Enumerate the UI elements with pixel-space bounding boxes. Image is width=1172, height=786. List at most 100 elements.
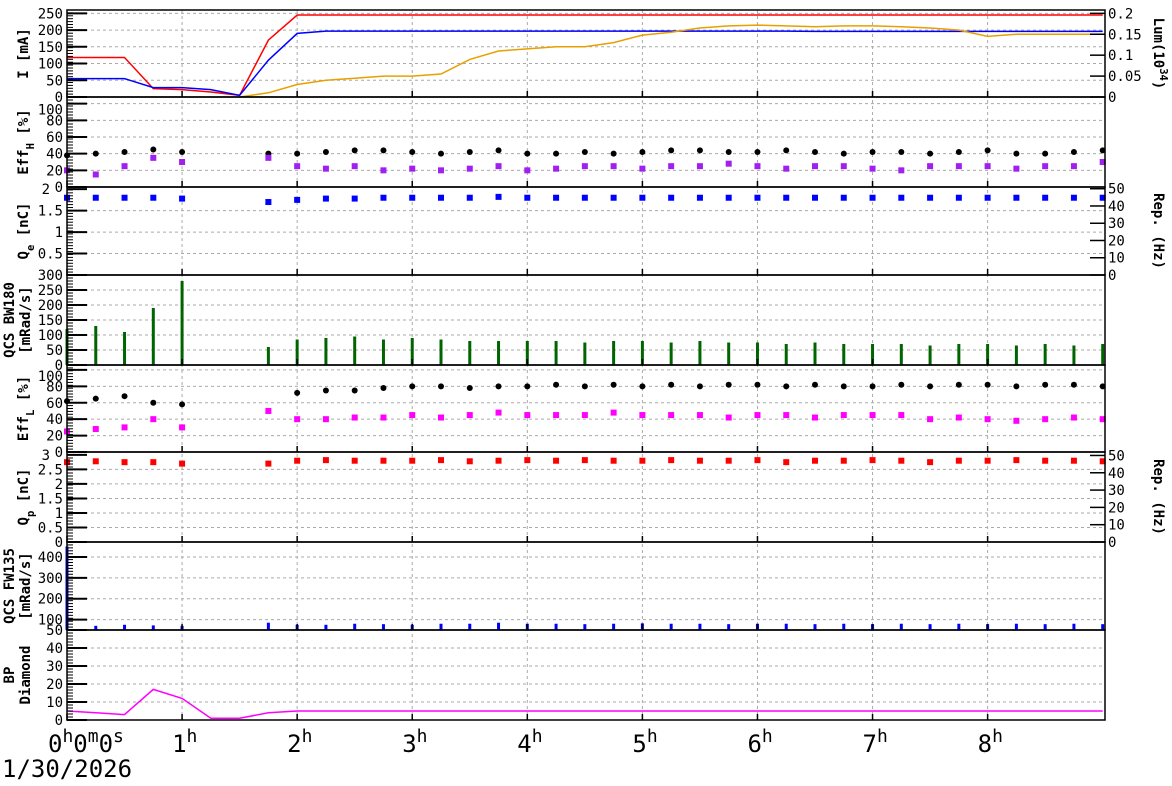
data-point xyxy=(553,412,560,419)
data-point xyxy=(639,457,646,464)
y-tick-label: 400 xyxy=(38,550,63,566)
data-point xyxy=(639,165,646,172)
data-point xyxy=(840,383,847,390)
y2-axis-label: Rep. (Hz) xyxy=(1150,193,1166,269)
date-label: 1/30/2026 xyxy=(2,755,132,782)
y-tick-label: 0 xyxy=(55,358,63,374)
data-point xyxy=(121,149,128,155)
y-axis-label: I [mA] xyxy=(16,28,32,79)
data-point xyxy=(553,457,560,464)
data-point xyxy=(840,150,847,157)
data-bar xyxy=(1101,344,1105,365)
data-point xyxy=(984,416,991,423)
data-point xyxy=(725,194,732,201)
data-point xyxy=(495,193,502,200)
data-point xyxy=(668,412,675,419)
series-line xyxy=(239,24,1103,98)
data-point xyxy=(754,149,761,155)
data-bar xyxy=(295,339,299,365)
data-bar xyxy=(554,341,558,365)
data-point xyxy=(581,412,588,419)
y-axis-label-line2: Diamond xyxy=(18,645,34,704)
data-bar xyxy=(1072,345,1076,365)
data-point xyxy=(1070,414,1077,421)
data-point xyxy=(409,194,416,201)
y-tick-label: 0 xyxy=(55,90,63,106)
data-bar xyxy=(899,344,903,365)
data-bar xyxy=(784,344,788,365)
data-point xyxy=(898,194,905,201)
data-point xyxy=(1042,194,1049,201)
data-point xyxy=(466,384,473,391)
data-point xyxy=(380,414,387,421)
data-point xyxy=(1042,416,1049,423)
data-bar xyxy=(151,308,155,365)
data-point xyxy=(380,147,387,154)
data-point xyxy=(265,199,272,206)
y-tick-label: 300 xyxy=(38,268,63,284)
data-point xyxy=(610,381,617,388)
panel-frame xyxy=(66,541,1106,631)
data-point xyxy=(783,412,790,419)
data-bar xyxy=(353,336,357,365)
data-point xyxy=(696,383,703,390)
data-point xyxy=(668,147,675,154)
data-bar xyxy=(525,341,529,365)
data-point xyxy=(984,163,991,170)
data-point xyxy=(409,383,416,390)
y-axis-label: QCS BW180 xyxy=(2,282,18,358)
data-bar xyxy=(151,625,155,630)
y-tick-label: 1.5 xyxy=(38,204,63,220)
data-point xyxy=(955,149,962,155)
y-axis-label: EffH [%] xyxy=(16,109,37,174)
data-point xyxy=(812,414,819,421)
x-tick-label: 8h xyxy=(978,726,1003,759)
data-bar xyxy=(842,344,846,365)
data-point xyxy=(696,194,703,201)
panel-frame xyxy=(66,96,1106,188)
data-point xyxy=(840,163,847,170)
data-point xyxy=(92,395,99,402)
data-point xyxy=(1070,457,1077,464)
data-point xyxy=(495,383,502,390)
data-point xyxy=(380,194,387,201)
data-point xyxy=(1099,194,1106,201)
x-tick-label: 2h xyxy=(287,726,312,759)
data-point xyxy=(696,457,703,464)
data-point xyxy=(466,165,473,172)
data-point xyxy=(581,383,588,390)
y2-tick-label: 10 xyxy=(1108,518,1125,534)
y2-tick-label: 50 xyxy=(1108,182,1125,198)
y-tick-label: 1 xyxy=(55,225,63,241)
data-point xyxy=(150,146,157,153)
data-bar xyxy=(324,338,328,365)
data-point xyxy=(1070,149,1077,155)
data-point xyxy=(495,163,502,170)
y2-tick-label: 10 xyxy=(1108,251,1125,267)
data-point xyxy=(581,194,588,201)
panel-frame xyxy=(66,364,1106,453)
series-line xyxy=(66,688,1103,719)
data-bar xyxy=(1043,344,1047,365)
y-axis-label-line2: [mRad/s] xyxy=(18,552,34,619)
panel-frame xyxy=(66,9,1106,98)
data-point xyxy=(553,381,560,388)
y-axis-label: BP xyxy=(2,667,18,684)
data-point xyxy=(121,194,128,201)
data-point xyxy=(725,414,732,421)
data-point xyxy=(294,389,301,396)
data-point xyxy=(322,165,329,172)
data-point xyxy=(495,409,502,416)
data-point xyxy=(898,412,905,419)
data-bar xyxy=(468,623,472,630)
x-tick-label: 7h xyxy=(863,726,888,759)
y-tick-label: 50 xyxy=(46,343,63,359)
data-point xyxy=(869,383,876,390)
data-bar xyxy=(554,623,558,630)
data-point xyxy=(1013,417,1020,424)
y-tick-label: 40 xyxy=(46,412,63,428)
y-tick-label: 100 xyxy=(38,103,63,119)
data-point xyxy=(639,412,646,419)
data-point xyxy=(812,457,819,464)
